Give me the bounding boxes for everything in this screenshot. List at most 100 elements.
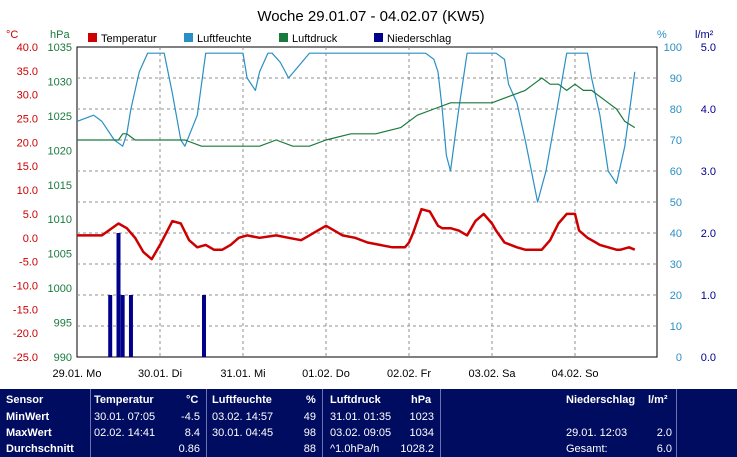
x-tick-label: 29.01. Mo	[53, 368, 102, 380]
column-separator	[440, 389, 441, 457]
x-tick-label: 30.01. Di	[138, 368, 182, 380]
legend-label-niederschlag: Niederschlag	[387, 33, 451, 45]
temp-tick-label: -25.0	[13, 352, 38, 364]
chart-title: Woche 29.01.07 - 04.02.07 (KW5)	[257, 8, 484, 25]
luftfeuchte-line	[76, 52, 636, 203]
humidity-tick-label: 90	[670, 73, 682, 85]
column-separator	[90, 389, 91, 457]
statistics-table: Sensor MinWert MaxWert Durchschnitt Temp…	[0, 389, 737, 457]
temp-tick-label: 25.0	[17, 114, 38, 126]
temp-tick-label: 40.0	[17, 42, 38, 54]
precip-header: Niederschlag	[566, 394, 636, 406]
x-tick-label: 02.02. Fr	[387, 368, 431, 380]
temp-unit-label: °C	[6, 29, 18, 41]
pressure-tick-label: 1035	[48, 42, 72, 54]
temp-min-value: -4.5	[181, 411, 200, 423]
humidity-min-value: 49	[303, 411, 316, 423]
legend-label-temperatur: Temperatur	[101, 33, 157, 45]
precip-bar	[116, 233, 121, 357]
humidity-tick-label: 10	[670, 321, 682, 333]
precip-bar	[201, 295, 206, 357]
humidity-tick-label: 70	[670, 135, 682, 147]
precip-tick-label: 3.0	[701, 166, 716, 178]
humidity-max-time: 30.01. 04:45	[212, 427, 274, 439]
pressure-trend: ^1.0hPa/h	[330, 443, 380, 455]
pressure-tick-label: 1005	[48, 249, 72, 261]
pressure-avg-value: 1028.2	[400, 443, 434, 455]
temp-tick-label: 35.0	[17, 66, 38, 78]
precip-tick-label: 5.0	[701, 42, 716, 54]
pressure-min-value: 1023	[409, 411, 434, 423]
temp-tick-label: -5.0	[19, 257, 38, 269]
precip-bar	[120, 295, 125, 357]
precip-total-value: 6.0	[656, 443, 672, 455]
humidity-unit-label: %	[657, 29, 667, 41]
temperatur-line	[77, 207, 636, 261]
temp-avg-value: 0.86	[178, 443, 200, 455]
precip-unit: l/m²	[648, 394, 668, 406]
pressure-unit-label: hPa	[50, 29, 70, 41]
precip-tick-label: 0.0	[701, 352, 716, 364]
humidity-tick-label: 80	[670, 104, 682, 116]
humidity-header: Luftfeuchte	[212, 394, 272, 406]
temp-tick-label: 5.0	[23, 209, 38, 221]
humidity-tick-label: 50	[670, 197, 682, 209]
plot-area	[76, 46, 658, 358]
row-label-min: MinWert	[6, 411, 50, 423]
humidity-tick-label: 40	[670, 228, 682, 240]
row-label-avg: Durchschnitt	[6, 443, 74, 455]
pressure-tick-label: 995	[54, 318, 72, 330]
pressure-tick-label: 1010	[48, 214, 72, 226]
temp-tick-label: 0.0	[23, 233, 38, 245]
pressure-tick-label: 1000	[48, 283, 72, 295]
weather-chart: Woche 29.01.07 - 04.02.07 (KW5) °C hPa %…	[6, 8, 716, 380]
legend-swatch-luftdruck	[279, 33, 288, 42]
pressure-max-value: 1034	[409, 427, 434, 439]
precip-unit-label: l/m²	[695, 29, 714, 41]
x-tick-label: 31.01. Mi	[220, 368, 265, 380]
precip-bar	[128, 295, 133, 357]
temp-tick-label: -15.0	[13, 304, 38, 316]
precip-max-value: 2.0	[656, 427, 672, 439]
pressure-tick-label: 1015	[48, 180, 72, 192]
humidity-max-value: 98	[303, 427, 316, 439]
precip-tick-label: 4.0	[701, 104, 716, 116]
temp-min-time: 30.01. 07:05	[94, 411, 156, 423]
humidity-min-time: 03.02. 14:57	[212, 411, 274, 423]
precip-max-time: 29.01. 12:03	[566, 427, 628, 439]
precip-tick-label: 1.0	[701, 290, 716, 302]
humidity-tick-label: 60	[670, 166, 682, 178]
x-tick-label: 04.02. So	[551, 368, 598, 380]
x-tick-label: 03.02. Sa	[468, 368, 516, 380]
legend-swatch-temperatur	[88, 33, 97, 42]
temp-tick-label: -20.0	[13, 328, 38, 340]
humidity-tick-label: 30	[670, 259, 682, 271]
precip-total-label: Gesamt:	[566, 443, 608, 455]
column-separator	[322, 389, 323, 457]
pressure-tick-label: 1020	[48, 145, 72, 157]
humidity-unit: %	[306, 394, 316, 406]
axes: 40.0 35.0 30.0 25.0 20.0 15.0 10.0 5.0 0.0 -5.0 -1…	[13, 42, 716, 380]
pressure-unit: hPa	[411, 394, 432, 406]
temp-max-time: 02.02. 14:41	[94, 427, 156, 439]
temp-tick-label: -10.0	[13, 280, 38, 292]
pressure-tick-label: 990	[54, 352, 72, 364]
precip-tick-label: 2.0	[701, 228, 716, 240]
x-tick-label: 01.02. Do	[302, 368, 350, 380]
humidity-tick-label: 20	[670, 290, 682, 302]
legend-swatch-luftfeuchte	[184, 33, 193, 42]
temp-tick-label: 15.0	[17, 161, 38, 173]
column-separator	[206, 389, 207, 457]
legend-swatch-niederschlag	[374, 33, 383, 42]
temp-tick-label: 10.0	[17, 185, 38, 197]
temp-max-value: 8.4	[184, 427, 200, 439]
legend-label-luftdruck: Luftdruck	[292, 33, 338, 45]
precip-bar	[108, 295, 113, 357]
temp-header: Temperatur	[94, 394, 154, 406]
temp-unit: °C	[186, 394, 199, 406]
humidity-tick-label: 100	[664, 42, 682, 54]
pressure-max-time: 03.02. 09:05	[330, 427, 392, 439]
temp-tick-label: 20.0	[17, 137, 38, 149]
legend-label-luftfeuchte: Luftfeuchte	[197, 33, 251, 45]
temp-tick-label: 30.0	[17, 90, 38, 102]
